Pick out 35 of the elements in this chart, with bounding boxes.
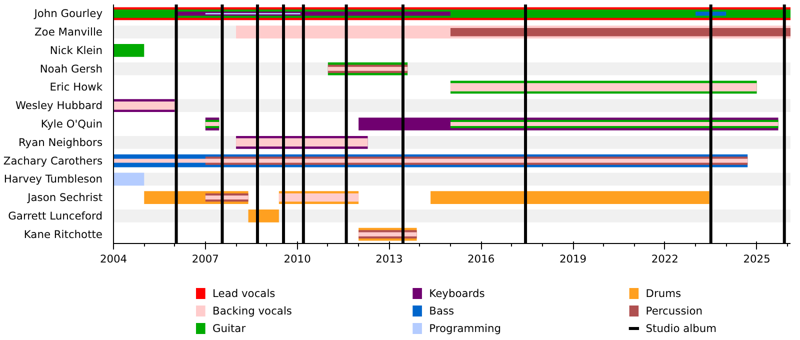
bar: [205, 196, 248, 200]
y-tick-label: Kyle O'Quin: [40, 118, 103, 130]
x-tick-label: 2016: [468, 252, 495, 266]
x-tick-label: 2007: [192, 252, 219, 266]
x-tick-label: 2010: [284, 252, 312, 266]
legend-label: Bass: [429, 304, 455, 318]
y-tick-label: Noah Gersh: [40, 62, 103, 76]
legend-label: Studio album: [646, 322, 717, 335]
y-tick-label: Garrett Lunceford: [8, 209, 103, 222]
y-tick-label: Zoe Manville: [34, 26, 103, 39]
legend-label: Guitar: [212, 322, 246, 335]
y-tick-label: Eric Howk: [50, 80, 104, 94]
y-tick-label: Kane Ritchotte: [24, 228, 103, 241]
y-tick-label: Wesley Hubbard: [15, 99, 102, 112]
legend-label: Lead vocals: [212, 287, 276, 300]
x-tick-label: 2013: [376, 252, 403, 266]
y-tick-label: Harvey Tumbleson: [4, 172, 103, 186]
y-tick-label: Ryan Neighbors: [18, 136, 103, 149]
x-tick-label: 2004: [100, 252, 128, 266]
y-tick-label: Jason Sechrist: [26, 191, 102, 204]
x-tick-label: 2025: [743, 252, 770, 266]
bar: [430, 191, 710, 204]
y-tick-label: Zachary Carothers: [3, 154, 103, 168]
legend-label: Programming: [429, 322, 501, 335]
y-tick-label: John Gourley: [33, 7, 103, 20]
x-tick-label: 2022: [651, 252, 678, 266]
y-tick-label: Nick Klein: [50, 44, 103, 57]
legend-label: Backing vocals: [212, 304, 292, 318]
legend-label: Keyboards: [429, 287, 486, 300]
bar: [114, 44, 144, 57]
bar: [114, 158, 748, 163]
bar: [450, 28, 790, 36]
legend-label: Drums: [646, 287, 682, 300]
legend-label: Percussion: [646, 304, 702, 318]
x-tick-label: 2019: [559, 252, 587, 266]
